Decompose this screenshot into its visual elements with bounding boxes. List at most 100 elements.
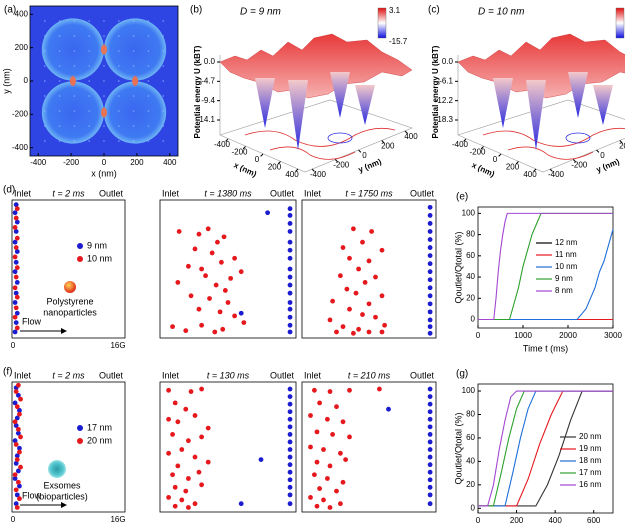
legend-label: 20 nm	[579, 432, 602, 441]
field-dot	[88, 110, 90, 112]
particle	[196, 469, 202, 475]
y-tick-label: 0	[471, 503, 476, 512]
potential-well	[593, 85, 613, 125]
panel-label: (g)	[456, 369, 468, 380]
y-tick-label: -400	[310, 170, 327, 179]
colorbar	[615, 7, 625, 39]
x-tick-label: 1000	[514, 331, 532, 340]
particle	[314, 459, 320, 465]
potential-well	[330, 72, 350, 118]
field-dot	[44, 50, 46, 52]
field-dot	[58, 80, 61, 82]
field-dot	[58, 35, 61, 37]
particle	[427, 454, 433, 460]
particle	[17, 408, 22, 413]
field-dot	[44, 20, 46, 22]
particle	[14, 265, 20, 271]
field-dot	[118, 50, 120, 52]
legend-label: 16 nm	[579, 480, 602, 489]
particle	[427, 469, 433, 475]
inlet-label: Inlet	[162, 370, 180, 380]
particle	[427, 237, 433, 242]
particle	[18, 464, 23, 470]
particle	[172, 484, 178, 490]
particle	[179, 497, 185, 503]
field-dot	[88, 65, 90, 67]
y-tick	[596, 149, 600, 153]
outlet-label: Outlet	[270, 370, 295, 380]
particle	[373, 314, 378, 320]
potential-well	[526, 80, 546, 150]
field-dot	[58, 20, 61, 22]
nanopillar	[104, 18, 167, 81]
x-tick	[260, 153, 264, 157]
particle	[287, 484, 293, 490]
panel-title: D = 9 nm	[240, 7, 281, 18]
particle	[199, 386, 205, 392]
particle	[287, 239, 293, 245]
particle	[327, 505, 333, 510]
field-dot	[162, 125, 164, 127]
particle	[17, 445, 22, 451]
particle	[366, 329, 372, 335]
particle	[338, 501, 343, 507]
x-tick-label: -400	[214, 140, 231, 149]
y-tick-label: 200	[381, 142, 395, 151]
potential-well	[255, 78, 275, 128]
particle	[14, 492, 20, 498]
particle	[362, 280, 368, 285]
colorbar	[377, 7, 387, 39]
contour	[327, 132, 353, 144]
particle	[360, 312, 365, 317]
particle	[366, 301, 372, 307]
particle	[13, 442, 19, 447]
y-tick-label: 80	[466, 230, 475, 239]
particle	[17, 411, 22, 417]
field-dot	[44, 140, 46, 142]
y-tick-label: 0	[471, 315, 476, 324]
y-tick-label: 60	[466, 251, 475, 260]
channel-frame	[11, 381, 126, 513]
field-dot	[147, 80, 150, 82]
y-axis-label: Qoutlet/Qtotal (%)	[453, 231, 463, 303]
y-tick-label: -400	[12, 143, 29, 152]
y-tick-label: 60	[466, 433, 475, 442]
field-dot	[147, 50, 150, 52]
particle	[192, 413, 198, 418]
particle	[427, 477, 433, 483]
field-dot	[58, 95, 61, 97]
field-dot	[162, 35, 164, 37]
z-tick-label: 0.0	[442, 57, 454, 66]
x-tick-label: 600	[587, 516, 601, 525]
particle	[330, 298, 335, 304]
particle	[12, 269, 18, 275]
particle	[12, 300, 18, 305]
x-tick-label: 0	[102, 158, 107, 167]
particle	[13, 215, 19, 221]
particle	[427, 484, 433, 490]
particle	[176, 229, 182, 234]
field-dot	[132, 95, 135, 97]
particle	[427, 432, 433, 437]
particle	[13, 460, 19, 466]
particle	[338, 450, 343, 456]
y-tick-label: 400	[404, 132, 418, 141]
field-dot	[88, 80, 90, 82]
particle	[287, 322, 293, 328]
particle	[13, 202, 19, 208]
field-dot	[73, 125, 76, 127]
channel-frame	[301, 199, 437, 339]
particle	[14, 457, 20, 462]
scale-start: 0	[11, 341, 16, 350]
z-tick-label: -18.3	[435, 115, 454, 124]
particle	[287, 424, 293, 430]
particle	[13, 501, 19, 507]
y-tick	[549, 168, 553, 172]
y-tick-label: 100	[462, 386, 476, 395]
particle	[14, 505, 20, 510]
particle	[287, 386, 293, 392]
particle	[287, 306, 293, 312]
particle	[12, 419, 18, 425]
y-tick	[381, 140, 385, 144]
